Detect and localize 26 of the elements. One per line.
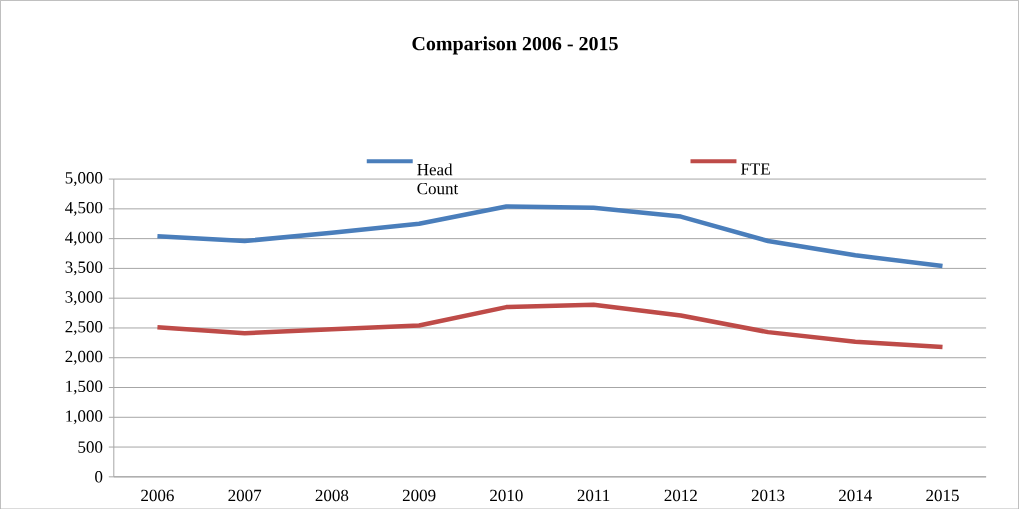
chart-title: Comparison 2006 - 2015 <box>412 36 618 55</box>
y-tick-label: 4,000 <box>65 231 103 246</box>
x-tick-label: 2008 <box>315 489 349 501</box>
x-tick-label: 2011 <box>577 489 610 501</box>
line-series <box>155 302 945 350</box>
y-tick-label: 0 <box>95 470 103 483</box>
x-tick-label: 2009 <box>402 489 436 501</box>
line-series <box>155 204 945 269</box>
x-tick-label: 2007 <box>228 489 262 501</box>
legend-label: FTE <box>740 163 770 175</box>
y-tick-label: 1,000 <box>66 410 103 425</box>
series-label: Head Count <box>417 163 459 195</box>
y-tick-label: 5,000 <box>65 171 103 186</box>
x-tick-label: 2012 <box>664 489 697 501</box>
y-tick-label: 1,500 <box>66 380 103 395</box>
y-tick-label: 2,500 <box>65 320 103 335</box>
x-tick-label: 2014 <box>839 489 872 501</box>
y-tick-label: 2,000 <box>65 350 103 365</box>
y-tick-label: 4,500 <box>65 201 103 216</box>
x-tick-label: 2006 <box>141 489 174 501</box>
x-tick-label: 2015 <box>926 489 959 501</box>
y-tick-label: 3,000 <box>65 291 103 305</box>
x-tick-label: 2010 <box>490 489 523 501</box>
y-tick-label: 3,500 <box>65 261 103 276</box>
y-tick-label: 500 <box>78 441 103 453</box>
x-tick-label: 2013 <box>751 489 785 501</box>
